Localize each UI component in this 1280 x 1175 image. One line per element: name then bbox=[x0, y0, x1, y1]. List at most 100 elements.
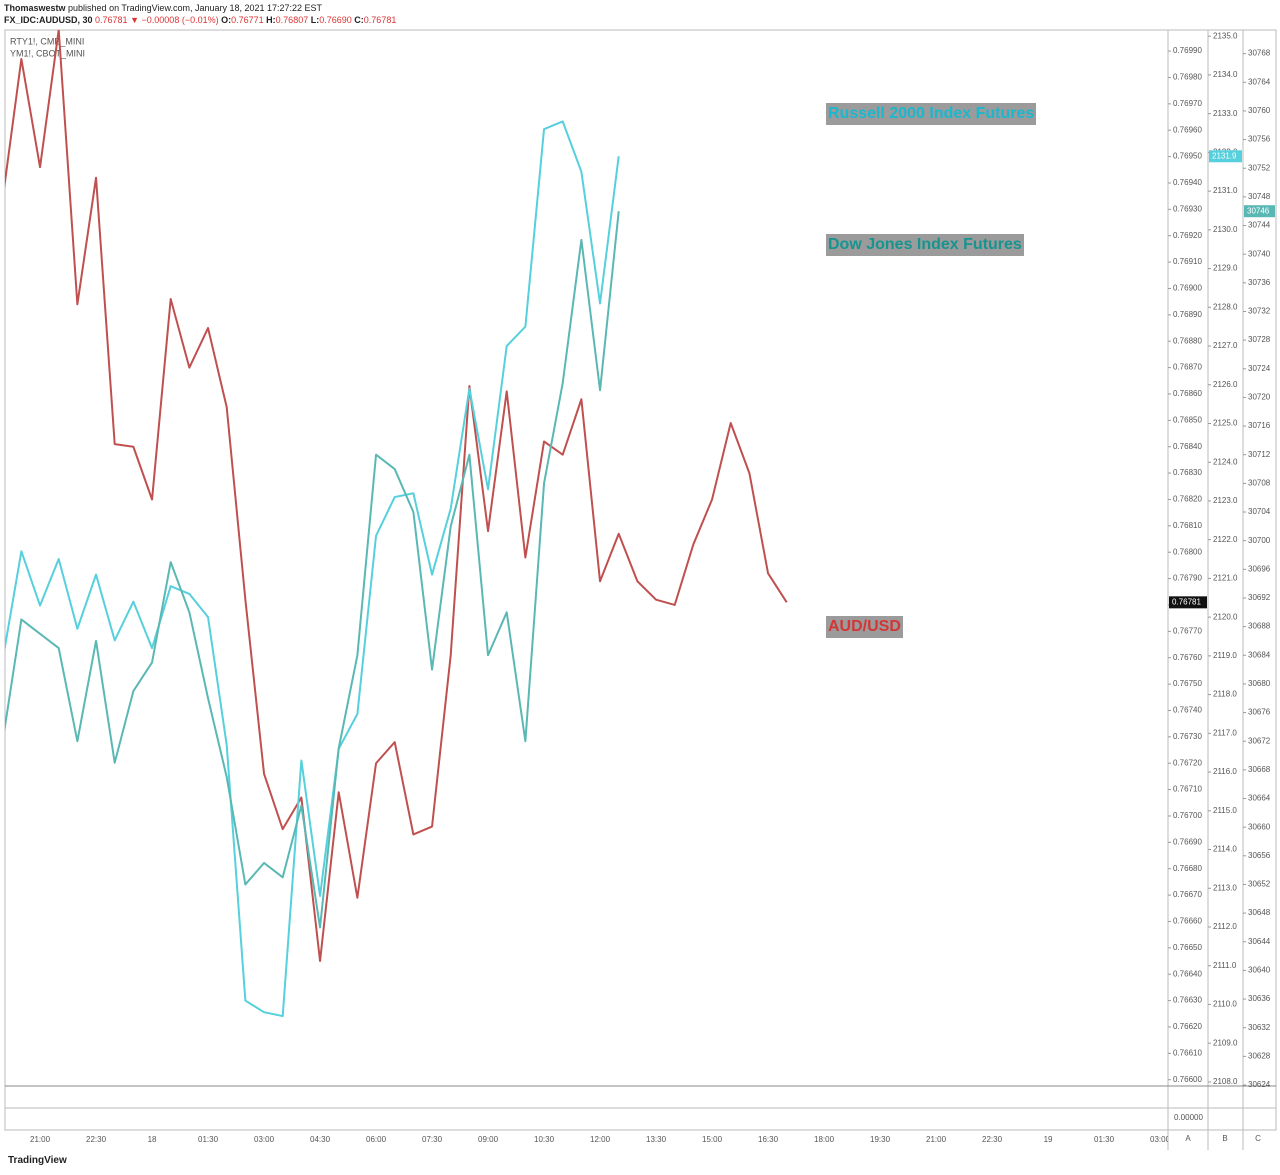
y-tick-label: 30760 bbox=[1248, 106, 1271, 115]
series-line bbox=[5, 30, 788, 963]
x-tick-label: 10:30 bbox=[534, 1135, 555, 1144]
y-tick-label: 30704 bbox=[1248, 507, 1271, 516]
y-tick-label: 30684 bbox=[1248, 650, 1271, 659]
ohlc-value: 0.76807 bbox=[275, 15, 309, 25]
footer: TradingView bbox=[8, 1155, 67, 1166]
x-tick-label: 01:30 bbox=[1094, 1135, 1115, 1144]
price-tag bbox=[1244, 205, 1275, 218]
published: published on TradingView.com, January 18… bbox=[68, 3, 323, 13]
y-tick-label: 0.76830 bbox=[1173, 468, 1202, 477]
axis-button[interactable]: C bbox=[1255, 1134, 1261, 1143]
plot-area: 21:00 22:30 18 01:30 03:00 04:30 06:00 07:30 09:… bbox=[5, 30, 1171, 1144]
x-tick-label: 22:30 bbox=[982, 1135, 1003, 1144]
y-tick-label: 0.76640 bbox=[1173, 969, 1202, 978]
price-tag-label: 30746 bbox=[1247, 206, 1270, 215]
y-tick-label: 0.76940 bbox=[1173, 178, 1202, 187]
x-tick-label: 03:00 bbox=[1150, 1135, 1171, 1144]
y-tick-label: 30664 bbox=[1248, 794, 1271, 803]
y-tick-label: 30648 bbox=[1248, 908, 1271, 917]
y-tick-label: 2108.0 bbox=[1213, 1077, 1238, 1086]
x-tick-label: 22:30 bbox=[86, 1135, 107, 1144]
y-tick-label: 30716 bbox=[1248, 421, 1271, 430]
y-tick-label: 0.76930 bbox=[1173, 204, 1202, 213]
axis-button[interactable]: A bbox=[1185, 1134, 1191, 1143]
x-tick-label: 21:00 bbox=[30, 1135, 51, 1144]
y-tick-label: 2120.0 bbox=[1213, 612, 1238, 621]
y-tick-label: 0.76620 bbox=[1173, 1022, 1202, 1031]
y-tick-label: 30732 bbox=[1248, 307, 1271, 316]
axis-button[interactable]: B bbox=[1222, 1134, 1227, 1143]
x-tick-label: 09:00 bbox=[478, 1135, 499, 1144]
y-tick-label: 0.76720 bbox=[1173, 758, 1202, 767]
y-tick-label: 0.76890 bbox=[1173, 310, 1202, 319]
y-tick-label: 30672 bbox=[1248, 736, 1271, 745]
y-tick-label: 2110.0 bbox=[1213, 1000, 1237, 1009]
price-tag bbox=[1209, 150, 1242, 163]
y-tick-label: 30700 bbox=[1248, 536, 1271, 545]
symbol: FX_IDC:AUDUSD, 30 bbox=[4, 15, 93, 25]
header: Thomaswestw published on TradingView.com… bbox=[4, 2, 396, 26]
y-tick-label: 30756 bbox=[1248, 135, 1271, 144]
annotation: Dow Jones Index Futures bbox=[826, 234, 1024, 256]
y-tick-label: 2125.0 bbox=[1213, 419, 1238, 428]
y-tick-label: 0.76960 bbox=[1173, 125, 1202, 134]
y-tick-label: 2119.0 bbox=[1213, 651, 1237, 660]
y-tick-label: 0.76670 bbox=[1173, 890, 1202, 899]
legend-entry: RTY1!, CME_MINI bbox=[10, 36, 84, 46]
y-tick-label: 30696 bbox=[1248, 564, 1271, 573]
y-tick-label: 0.76700 bbox=[1173, 811, 1202, 820]
y-tick-label: 2113.0 bbox=[1213, 883, 1237, 892]
y-tick-label: 30724 bbox=[1248, 364, 1271, 373]
y-tick-label: 0.76680 bbox=[1173, 864, 1202, 873]
ohlc-key: L: bbox=[310, 15, 320, 25]
y-tick-label: 30748 bbox=[1248, 192, 1271, 201]
y-tick-label: 30660 bbox=[1248, 822, 1271, 831]
y-tick-label: 2129.0 bbox=[1213, 264, 1238, 273]
y-tick-label: 2111.0 bbox=[1213, 961, 1237, 970]
y-tick-label: 2130.0 bbox=[1213, 225, 1238, 234]
y-tick-label: 2131.0 bbox=[1213, 186, 1238, 195]
last: 0.76781 bbox=[95, 15, 128, 25]
y-tick-label: 30728 bbox=[1248, 335, 1271, 344]
y-tick-label: 0.76990 bbox=[1173, 46, 1202, 55]
y-tick-label: 0.76770 bbox=[1173, 626, 1202, 635]
x-tick-label: 13:30 bbox=[646, 1135, 667, 1144]
ohlc-key: H: bbox=[266, 15, 276, 25]
y-tick-label: 30644 bbox=[1248, 937, 1271, 946]
y-tick-label: 0.76790 bbox=[1173, 574, 1202, 583]
x-tick-label: 12:00 bbox=[590, 1135, 611, 1144]
y-tick-label: 0.76630 bbox=[1173, 996, 1202, 1005]
price-tag bbox=[1169, 596, 1207, 609]
y-tick-label: 0.76690 bbox=[1173, 837, 1202, 846]
y-tick-label: 30708 bbox=[1248, 478, 1271, 487]
ohlc-value: 0.76771 bbox=[231, 15, 264, 25]
y-tick-label: 30736 bbox=[1248, 278, 1271, 287]
frame bbox=[4, 29, 1277, 1131]
y-tick-label: 2133.0 bbox=[1213, 109, 1238, 118]
y-tick-label: 2135.0 bbox=[1213, 31, 1238, 40]
y-tick-label: 30632 bbox=[1248, 1023, 1271, 1032]
arrow: ▼ bbox=[130, 15, 140, 25]
y-tick-label: 0.76920 bbox=[1173, 231, 1202, 240]
legend-entry: YM1!, CBOT_MINI bbox=[10, 48, 85, 58]
y-tick-label: 0.76800 bbox=[1173, 547, 1202, 556]
y-tick-label: 0.76710 bbox=[1173, 785, 1202, 794]
y-tick-label: 0.76970 bbox=[1173, 99, 1202, 108]
y-tick-label: 0.76870 bbox=[1173, 363, 1202, 372]
y-tick-label: 2124.0 bbox=[1213, 457, 1238, 466]
x-tick-label: 04:30 bbox=[310, 1135, 331, 1144]
y-tick-label: 2116.0 bbox=[1213, 767, 1237, 776]
y-tick-label: 0.76840 bbox=[1173, 442, 1202, 451]
y-tick-label: 30676 bbox=[1248, 708, 1271, 717]
y-tick-label: 2122.0 bbox=[1213, 535, 1238, 544]
y-tick-label: 30752 bbox=[1248, 163, 1271, 172]
y-tick-label: 2118.0 bbox=[1213, 690, 1237, 699]
y-tick-label: 30692 bbox=[1248, 593, 1271, 602]
x-tick-label: 07:30 bbox=[422, 1135, 443, 1144]
series-line bbox=[5, 120, 620, 1018]
series-line bbox=[5, 211, 620, 929]
y-tick-label: 30652 bbox=[1248, 880, 1271, 889]
y-tick-label: 30680 bbox=[1248, 679, 1271, 688]
